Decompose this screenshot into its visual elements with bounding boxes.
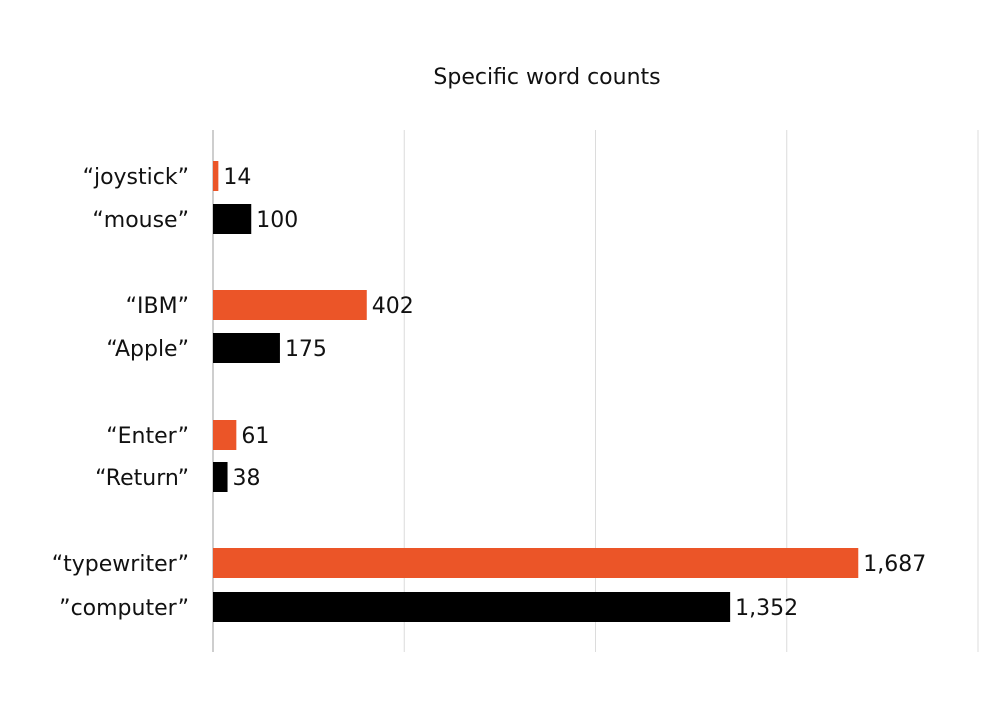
category-label: “Enter” [106, 424, 189, 449]
bar [213, 548, 859, 578]
category-label: “typewriter” [52, 552, 189, 577]
category-label: ”computer” [59, 596, 189, 621]
bar [213, 204, 252, 234]
bar [213, 420, 237, 450]
data-label: 61 [241, 424, 269, 449]
bar [213, 462, 228, 492]
chart-title: Specific word counts [433, 65, 660, 90]
category-labels: “joystick” “mouse” “IBM” “Apple” “Enter” “Ret… [52, 165, 189, 621]
data-label: 100 [256, 208, 298, 233]
data-label: 14 [223, 165, 251, 190]
data-label: 402 [372, 294, 414, 319]
bar [213, 333, 280, 363]
category-label: “joystick” [83, 165, 189, 190]
category-label: “Return” [95, 466, 189, 491]
bar [213, 290, 367, 320]
data-label: 175 [285, 337, 327, 362]
data-label: 1,687 [863, 552, 926, 577]
bars [213, 161, 859, 622]
data-label: 1,352 [735, 596, 798, 621]
category-label: “Apple” [106, 337, 189, 362]
bar [213, 161, 219, 191]
category-label: “IBM” [126, 294, 189, 319]
category-label: “mouse” [92, 208, 189, 233]
bar [213, 592, 731, 622]
data-label: 38 [233, 466, 261, 491]
